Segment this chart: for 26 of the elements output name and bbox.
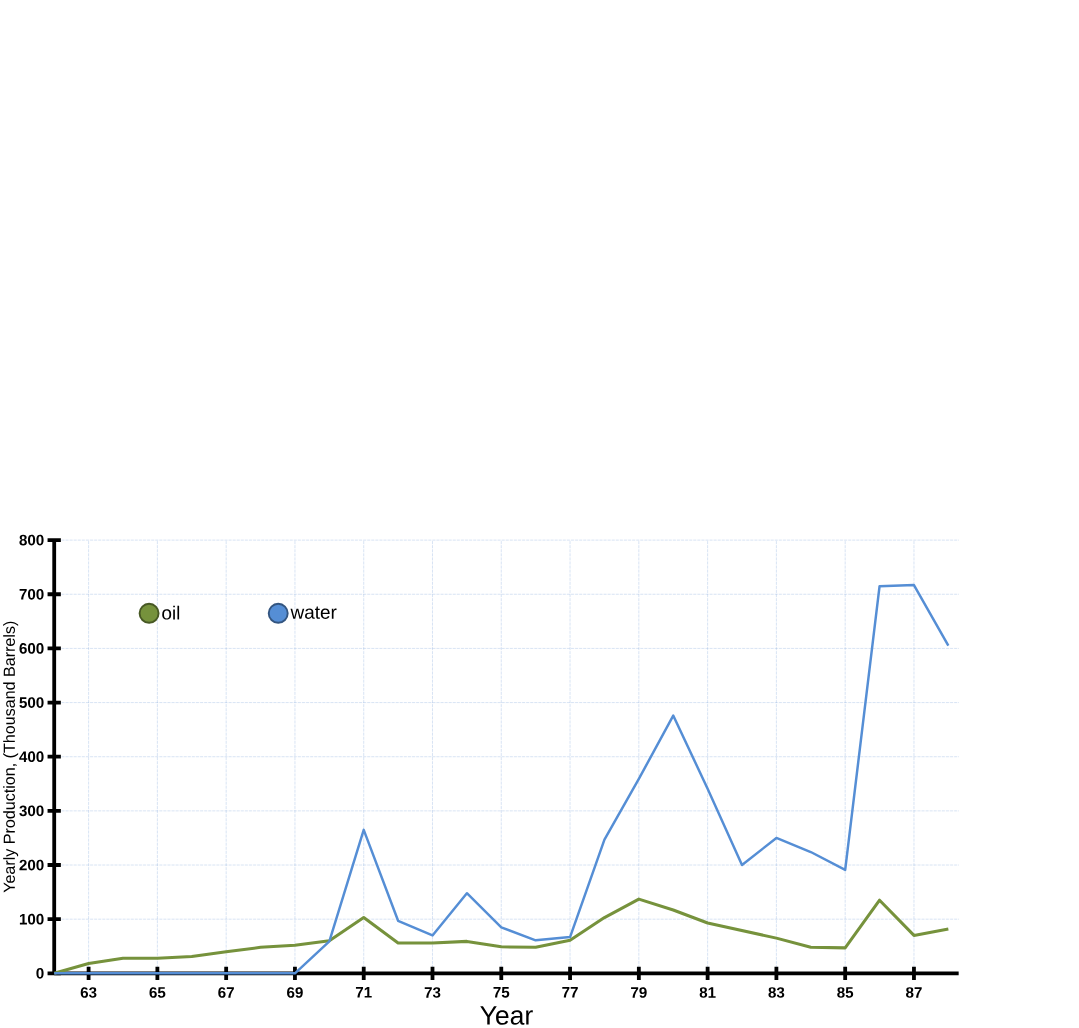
- x-tick-label: 75: [493, 987, 510, 998]
- x-tick-label: 87: [906, 987, 922, 998]
- x-tick-label: 63: [80, 987, 97, 998]
- x-axis-title: Year: [480, 1006, 533, 1025]
- x-tick-label: 71: [355, 987, 372, 998]
- x-tick-label: 85: [837, 987, 854, 998]
- y-tick-label: 500: [19, 697, 44, 708]
- x-tick-label: 81: [699, 987, 716, 998]
- y-tick-label: 800: [19, 534, 44, 546]
- x-tick-label: 69: [287, 987, 303, 998]
- y-tick-label: 600: [19, 643, 44, 654]
- legend-label: oil: [162, 605, 180, 620]
- x-tick-label: 79: [631, 987, 647, 998]
- y-tick-label: 100: [19, 913, 44, 925]
- x-tick-label: 73: [424, 987, 441, 998]
- y-tick-label: 300: [19, 805, 44, 817]
- y-tick-label: 700: [19, 588, 44, 600]
- legend-label: water: [290, 606, 337, 619]
- x-tick-label: 67: [218, 987, 234, 998]
- y-tick-label: 200: [19, 859, 44, 871]
- y-axis-title: Yearly Production, (Thousand Barrels): [3, 621, 19, 893]
- x-tick-label: 77: [562, 987, 578, 998]
- x-tick-label: 83: [768, 987, 785, 998]
- y-tick-label: 400: [19, 751, 44, 763]
- x-tick-label: 65: [149, 987, 166, 998]
- y-tick-label: 0: [36, 968, 44, 979]
